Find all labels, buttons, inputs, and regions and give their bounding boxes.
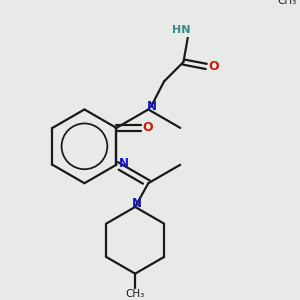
Text: CH₃: CH₃	[278, 0, 297, 6]
Text: CH₃: CH₃	[125, 289, 145, 299]
Text: O: O	[208, 60, 219, 73]
Text: N: N	[118, 158, 128, 170]
Text: HN: HN	[172, 26, 190, 35]
Text: O: O	[143, 122, 153, 134]
Text: N: N	[147, 100, 157, 113]
Text: N: N	[132, 197, 142, 210]
